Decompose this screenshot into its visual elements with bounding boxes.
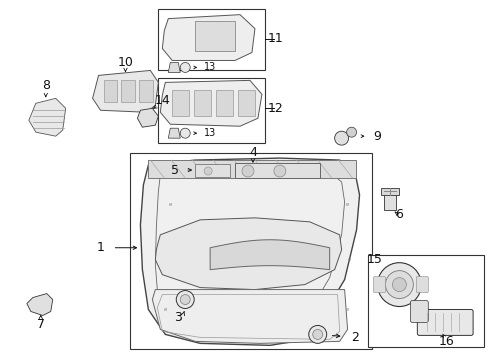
Bar: [139, 80, 153, 102]
FancyBboxPatch shape: [416, 310, 472, 336]
Text: e: e: [347, 257, 350, 262]
Bar: [367, 255, 483, 347]
Circle shape: [180, 128, 190, 138]
Bar: [121, 80, 135, 102]
Bar: [158, 9, 264, 71]
Polygon shape: [29, 98, 65, 136]
Text: 9: 9: [373, 130, 381, 143]
Polygon shape: [160, 80, 262, 126]
Bar: [381, 188, 399, 195]
Circle shape: [312, 329, 322, 339]
Polygon shape: [27, 293, 53, 315]
Polygon shape: [210, 240, 329, 270]
Bar: [384, 192, 396, 210]
Bar: [103, 80, 117, 102]
Text: e: e: [168, 202, 172, 207]
Circle shape: [273, 165, 285, 177]
Circle shape: [203, 167, 212, 175]
Text: e: e: [163, 307, 167, 312]
Bar: [172, 90, 189, 116]
Circle shape: [242, 165, 253, 177]
Text: 2: 2: [350, 331, 358, 344]
Text: e: e: [345, 202, 348, 207]
Polygon shape: [162, 15, 254, 60]
Circle shape: [180, 294, 190, 305]
Bar: [235, 163, 319, 178]
Text: 11: 11: [267, 32, 283, 45]
Polygon shape: [92, 71, 158, 112]
Text: 6: 6: [395, 208, 403, 221]
Text: 3: 3: [174, 311, 182, 324]
Text: e: e: [345, 307, 348, 312]
Polygon shape: [168, 128, 180, 138]
Bar: [195, 164, 229, 177]
Text: 1: 1: [97, 241, 104, 254]
Text: 14: 14: [154, 94, 170, 107]
Text: 4: 4: [248, 145, 256, 159]
Circle shape: [308, 325, 326, 343]
Text: 13: 13: [203, 128, 216, 138]
Circle shape: [392, 278, 406, 292]
Bar: [194, 90, 211, 116]
Polygon shape: [140, 158, 359, 345]
Circle shape: [180, 62, 190, 72]
Bar: [216, 90, 233, 116]
Text: 13: 13: [203, 62, 216, 72]
Polygon shape: [168, 62, 180, 72]
Bar: [195, 21, 235, 50]
Text: 8: 8: [41, 79, 50, 92]
Bar: [238, 90, 254, 116]
FancyBboxPatch shape: [373, 276, 385, 293]
Polygon shape: [152, 289, 347, 343]
Circle shape: [346, 127, 356, 137]
FancyBboxPatch shape: [409, 301, 427, 323]
Text: 15: 15: [366, 253, 382, 266]
Bar: [148, 160, 355, 178]
FancyBboxPatch shape: [415, 276, 427, 293]
Text: 10: 10: [117, 56, 133, 69]
Text: 12: 12: [267, 102, 283, 115]
Bar: [158, 78, 264, 143]
Polygon shape: [155, 218, 341, 289]
Text: 16: 16: [437, 335, 453, 348]
Circle shape: [385, 271, 412, 298]
Circle shape: [334, 131, 348, 145]
Circle shape: [176, 291, 194, 309]
Text: 5: 5: [171, 163, 179, 176]
Circle shape: [377, 263, 421, 306]
Polygon shape: [137, 108, 158, 127]
Bar: [130, 153, 371, 349]
Text: 7: 7: [37, 318, 45, 331]
